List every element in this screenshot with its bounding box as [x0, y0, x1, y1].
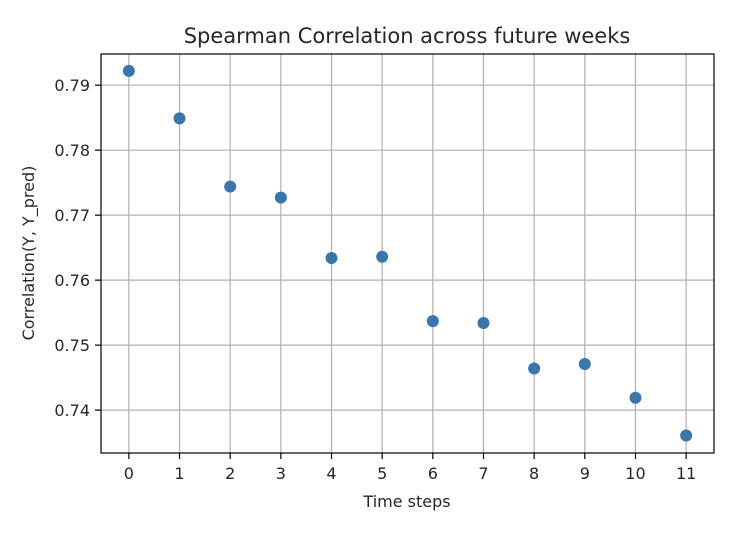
plot-area-frame — [100, 53, 715, 454]
data-point — [477, 317, 490, 330]
data-point — [426, 315, 439, 328]
data-point — [376, 250, 389, 263]
x-tick-label: 8 — [529, 464, 539, 483]
grid-lines — [101, 54, 714, 453]
y-axis-label: Correlation(Y, Y_pred) — [19, 166, 39, 341]
x-axis-label: Time steps — [362, 492, 450, 511]
y-tick-label: 0.76 — [54, 271, 90, 290]
y-tick-label: 0.75 — [54, 336, 90, 355]
y-tick-label: 0.74 — [54, 401, 90, 420]
x-axis: 0 1 2 3 4 5 6 7 8 9 10 11 — [124, 453, 696, 483]
data-point — [224, 180, 237, 193]
x-tick-label: 10 — [625, 464, 645, 483]
y-tick-label: 0.78 — [54, 141, 90, 160]
data-point — [578, 357, 591, 370]
data-points — [122, 64, 693, 442]
x-tick-label: 4 — [326, 464, 336, 483]
x-tick-label: 2 — [225, 464, 235, 483]
data-point — [173, 112, 186, 125]
y-tick-label: 0.79 — [54, 76, 90, 95]
data-point — [122, 64, 135, 77]
data-point — [528, 362, 541, 375]
x-tick-label: 5 — [377, 464, 387, 483]
x-tick-label: 11 — [676, 464, 696, 483]
x-tick-label: 6 — [428, 464, 438, 483]
y-tick-label: 0.77 — [54, 206, 90, 225]
x-tick-label: 1 — [174, 464, 184, 483]
x-tick-label: 3 — [276, 464, 286, 483]
data-point — [325, 252, 338, 265]
data-point — [680, 429, 693, 442]
y-axis: 0.74 0.75 0.76 0.77 0.78 0.79 — [54, 76, 101, 420]
x-tick-label: 7 — [478, 464, 488, 483]
data-point — [629, 391, 642, 404]
chart-title: Spearman Correlation across future weeks — [184, 24, 631, 48]
x-tick-label: 9 — [580, 464, 590, 483]
x-tick-label: 0 — [124, 464, 134, 483]
data-point — [274, 191, 287, 204]
